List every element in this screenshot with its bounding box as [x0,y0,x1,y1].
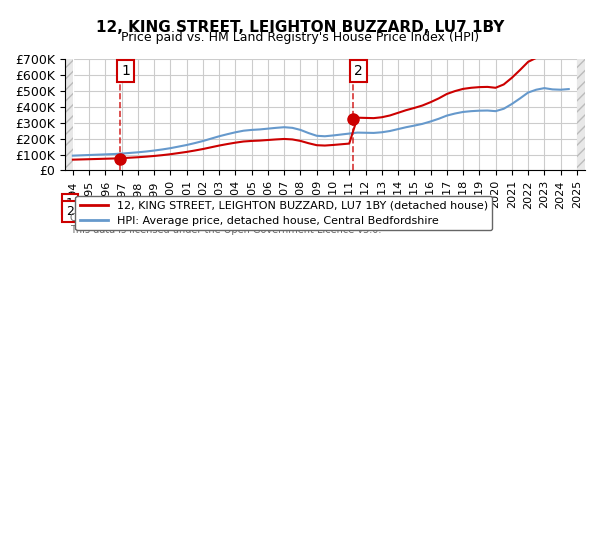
Text: £75,000: £75,000 [283,197,335,211]
Bar [65,59,73,170]
Text: £323,500: £323,500 [283,205,343,218]
Bar [65,59,73,170]
Text: 12, KING STREET, LEIGHTON BUZZARD, LU7 1BY: 12, KING STREET, LEIGHTON BUZZARD, LU7 1… [96,20,504,35]
Text: Contains HM Land Registry data © Crown copyright and database right 2024.
This d: Contains HM Land Registry data © Crown c… [70,213,450,235]
Text: 1: 1 [66,197,74,211]
Legend: 12, KING STREET, LEIGHTON BUZZARD, LU7 1BY (detached house), HPI: Average price,: 12, KING STREET, LEIGHTON BUZZARD, LU7 1… [76,196,492,231]
Text: 28% ↓ HPI: 28% ↓ HPI [387,197,454,211]
Bar [577,59,585,170]
Text: 2: 2 [355,64,363,78]
Text: 2: 2 [66,205,74,218]
Text: 1: 1 [121,64,130,78]
Text: 23-MAR-2011: 23-MAR-2011 [106,205,190,218]
Text: 4% ↑ HPI: 4% ↑ HPI [387,205,446,218]
Text: 14-NOV-1996: 14-NOV-1996 [106,197,190,211]
Text: Price paid vs. HM Land Registry's House Price Index (HPI): Price paid vs. HM Land Registry's House … [121,31,479,44]
